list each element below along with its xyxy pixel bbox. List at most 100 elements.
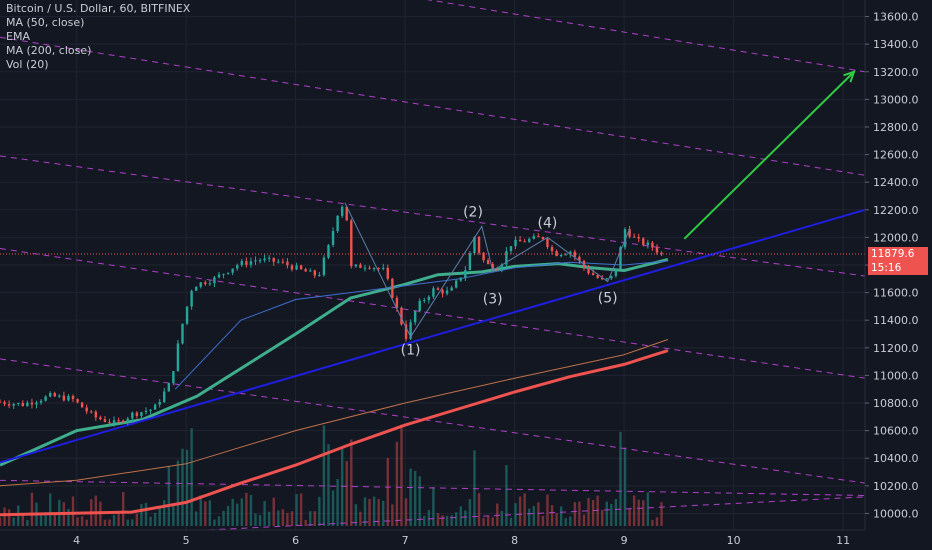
candle-body <box>313 270 316 276</box>
volume-bar <box>181 448 184 526</box>
volume-bar <box>505 465 508 526</box>
candle-body <box>486 260 490 265</box>
volume-bar <box>299 493 303 526</box>
channel-line <box>98 496 866 537</box>
candle-body <box>359 264 362 268</box>
volume-bar <box>144 502 148 526</box>
volume-bar <box>623 447 627 526</box>
volume-bar <box>322 425 326 526</box>
volume-bar <box>318 496 321 526</box>
volume-bar <box>222 510 225 526</box>
candle-body <box>144 410 148 413</box>
trendline-blue <box>0 208 866 464</box>
volume-bar <box>573 502 577 526</box>
volume-bar <box>619 431 622 526</box>
ma-line <box>0 339 669 487</box>
candle-body <box>605 278 608 280</box>
volume-bar <box>340 448 344 526</box>
volume-bar <box>153 512 157 526</box>
volume-bar <box>427 509 431 526</box>
candle-body <box>404 324 408 339</box>
arrow-shaft <box>683 71 855 240</box>
volume-bar <box>26 519 29 526</box>
candle-body <box>445 290 449 294</box>
channel-line <box>426 0 866 73</box>
candle-body <box>464 270 467 278</box>
candle-body <box>7 404 11 406</box>
candle-body <box>295 265 298 270</box>
volume-bar <box>642 500 645 526</box>
volume-bar <box>263 501 266 526</box>
volume-bar <box>354 504 358 526</box>
candle-body <box>30 402 34 405</box>
volume-bar <box>76 517 79 526</box>
moving-averages <box>0 258 669 517</box>
y-tick-label: 11000.0 <box>873 369 919 382</box>
volume-bar <box>121 492 125 526</box>
candle-body <box>423 300 426 302</box>
volume-bar <box>135 513 139 526</box>
volume-bar <box>208 500 212 526</box>
candle-body <box>71 396 75 399</box>
volume-bar <box>363 497 367 526</box>
candle-body <box>140 412 143 416</box>
wave-label: (5) <box>598 290 618 306</box>
volume-bar <box>53 513 56 526</box>
wave-label: (1) <box>401 343 421 359</box>
candle-body <box>167 383 171 392</box>
candle-body <box>363 267 367 269</box>
volume-bar <box>409 468 412 526</box>
volume-bar <box>509 517 513 526</box>
candle-body <box>386 267 389 279</box>
candlesticks <box>0 205 663 427</box>
candle-body <box>468 253 472 271</box>
volume-bar <box>245 492 248 526</box>
arrow-head <box>843 70 856 83</box>
volume-bar <box>614 498 618 526</box>
volume-bar <box>514 503 517 526</box>
candle-body <box>400 307 403 325</box>
volume-bar <box>491 517 494 526</box>
volume-bar <box>477 493 481 526</box>
chart-legend: Bitcoin / U.S. Dollar, 60, BITFINEX MA (… <box>6 2 190 72</box>
candle-body <box>372 268 376 270</box>
volume-bar <box>404 498 408 526</box>
volume-bar <box>555 513 558 526</box>
candle-body <box>514 239 517 247</box>
volume-bar <box>112 514 116 526</box>
wave-label: (2) <box>463 205 483 221</box>
bar-countdown-tag: 15:16 <box>868 261 928 275</box>
candle-body <box>350 220 353 267</box>
volume-bar <box>313 511 316 526</box>
volume-bar <box>637 499 640 526</box>
candle-body <box>477 236 481 253</box>
volume-bar <box>610 503 613 526</box>
x-tick-label: 5 <box>183 534 190 547</box>
candle-body <box>240 261 243 266</box>
volume-bar <box>441 515 444 526</box>
volume-bar <box>149 516 152 526</box>
candle-body <box>263 258 266 261</box>
candle-body <box>509 246 513 252</box>
volume-bar <box>126 519 129 526</box>
volume-bar <box>486 515 490 526</box>
elliott-wave-annotation: (1) (2) (3) (4) (5) <box>344 202 631 359</box>
candle-body <box>455 280 458 288</box>
legend-ma200: MA (200, close) <box>6 44 92 57</box>
candle-body <box>236 265 239 269</box>
volume-bar <box>473 450 476 526</box>
volume-bar <box>450 515 453 526</box>
candle-body <box>523 241 526 243</box>
volume-bar <box>564 518 567 526</box>
candle-body <box>62 395 66 401</box>
volume-bar <box>655 517 659 526</box>
candle-body <box>231 268 234 273</box>
volume-bar <box>496 503 499 526</box>
volume-bar <box>386 458 389 526</box>
volume-bar <box>217 516 221 526</box>
volume-bar <box>359 511 362 526</box>
candle-body <box>354 264 358 267</box>
candle-body <box>254 260 257 262</box>
volume-bar <box>7 509 11 526</box>
